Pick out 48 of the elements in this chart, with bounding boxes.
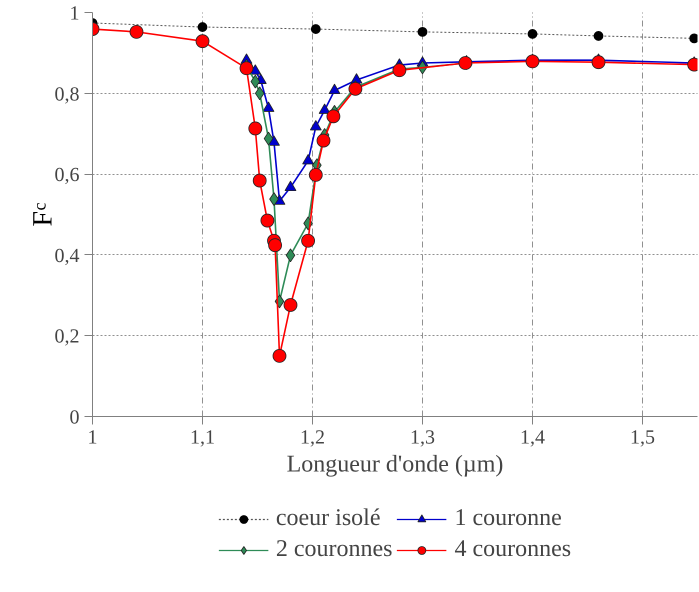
point bbox=[284, 180, 296, 192]
point bbox=[250, 74, 260, 88]
point bbox=[316, 134, 330, 148]
point bbox=[240, 61, 254, 76]
x-tick-label: 1,3 bbox=[410, 426, 435, 448]
point bbox=[301, 234, 315, 248]
point bbox=[198, 22, 208, 32]
point bbox=[592, 55, 606, 70]
point bbox=[248, 122, 262, 136]
legend-label: 1 couronne bbox=[454, 505, 562, 532]
point bbox=[196, 34, 210, 48]
legend-label: 4 couronnes bbox=[454, 536, 572, 563]
x-tick-label: 1 bbox=[88, 426, 98, 448]
point bbox=[528, 29, 538, 39]
point bbox=[308, 168, 323, 182]
point bbox=[594, 31, 604, 41]
point bbox=[264, 132, 274, 146]
point bbox=[310, 120, 322, 130]
x-tick-label: 1,4 bbox=[520, 426, 545, 448]
point bbox=[284, 298, 298, 312]
point bbox=[272, 349, 286, 363]
y-tick-label: 0,4 bbox=[54, 244, 80, 267]
point bbox=[526, 54, 540, 68]
point bbox=[418, 27, 428, 37]
x-tick-label: 1,5 bbox=[630, 426, 655, 448]
y-tick-label: 0,6 bbox=[54, 164, 80, 186]
point bbox=[130, 25, 144, 39]
point bbox=[302, 154, 314, 164]
point bbox=[310, 24, 321, 34]
y-axis-title: Fc bbox=[28, 202, 58, 226]
x-tick-label: 1,1 bbox=[190, 426, 215, 448]
point bbox=[458, 56, 472, 70]
point bbox=[328, 84, 340, 94]
legend-label: 2 couronnes bbox=[276, 536, 392, 563]
point bbox=[268, 238, 282, 252]
y-tick-label: 0,8 bbox=[54, 83, 80, 106]
y-tick-label: 0 bbox=[70, 406, 80, 428]
y-tick-label: 0,2 bbox=[54, 326, 80, 348]
x-axis-title: Longueur d'onde (µm) bbox=[286, 452, 504, 478]
point bbox=[326, 109, 340, 124]
legend-label: coeur isolé bbox=[276, 505, 380, 532]
point bbox=[252, 174, 267, 188]
point bbox=[260, 214, 274, 228]
y-tick-label: 1 bbox=[70, 2, 80, 24]
point bbox=[262, 101, 274, 112]
point bbox=[689, 33, 698, 44]
x-tick-label: 1,2 bbox=[300, 426, 325, 448]
point bbox=[318, 104, 330, 114]
